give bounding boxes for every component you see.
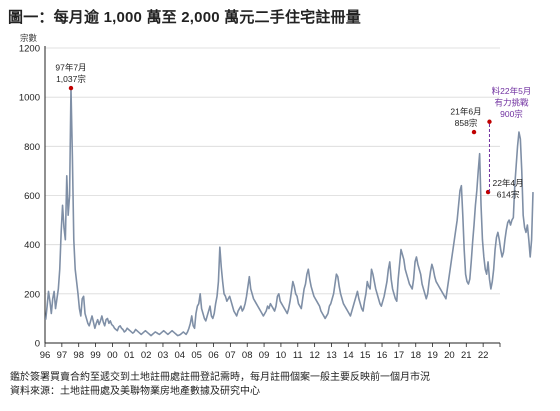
annotation-label: 1,037宗 (56, 74, 86, 84)
x-tick-label: 04 (175, 350, 186, 361)
chart-title: 圖一：每月逾 1,000 萬至 2,000 萬元二手住宅註冊量 (8, 9, 361, 26)
x-tick-label: 17 (394, 350, 405, 361)
y-tick-label: 1200 (19, 44, 40, 55)
series-area (44, 87, 534, 337)
x-tick-label: 19 (427, 350, 438, 361)
x-tick-label: 14 (343, 350, 354, 361)
x-tick-label: 97 (57, 350, 68, 361)
footer-source: 資料來源：土地註冊處及美聯物業房地產數據及研究中心 (10, 386, 260, 397)
footer-note: 鑑於簽署買賣合約至遞交到土地註冊處註冊登記需時，每月註冊個案一般主要反映前一個月… (10, 372, 430, 383)
x-tick-label: 01 (124, 350, 135, 361)
x-tick-label: 20 (444, 350, 455, 361)
x-tick-label: 10 (276, 350, 287, 361)
annotation-label: 900宗 (500, 109, 523, 119)
highlight-point (471, 129, 477, 135)
y-tick-label: 0 (35, 339, 40, 350)
annotation-label: 料22年5月 (492, 86, 532, 96)
annotation-label: 22年4月 (492, 178, 523, 188)
x-tick-label: 09 (259, 350, 270, 361)
x-tick-label: 21 (461, 350, 472, 361)
x-tick-label: 96 (40, 350, 51, 361)
x-tick-label: 12 (309, 350, 320, 361)
x-tick-label: 08 (242, 350, 253, 361)
x-tick-label: 11 (293, 350, 303, 361)
y-tick-label: 400 (24, 240, 40, 251)
annotation-label: 614宗 (497, 190, 520, 200)
x-tick-label: 00 (107, 350, 118, 361)
y-tick-label: 200 (24, 289, 40, 300)
series-line (44, 87, 534, 337)
annotation-label: 97年7月 (55, 63, 86, 73)
x-tick-label: 02 (141, 350, 152, 361)
x-tick-label: 18 (410, 350, 421, 361)
x-tick-label: 07 (225, 350, 236, 361)
x-tick-label: 99 (90, 350, 101, 361)
y-tick-label: 600 (24, 191, 40, 202)
y-tick-label: 1000 (19, 93, 40, 104)
x-tick-label: 03 (158, 350, 169, 361)
x-tick-label: 16 (377, 350, 388, 361)
x-tick-label: 22 (478, 350, 489, 361)
x-tick-label: 15 (360, 350, 371, 361)
x-tick-label: 05 (191, 350, 202, 361)
grid-lines (45, 47, 500, 295)
y-tick-label: 800 (24, 142, 40, 153)
annotation-label: 有力挑戰 (494, 98, 529, 108)
highlight-point (487, 119, 492, 124)
highlight-point (68, 85, 74, 91)
x-tick-label: 06 (208, 350, 219, 361)
x-tick-label: 13 (326, 350, 337, 361)
annotation-label: 21年6月 (450, 107, 481, 117)
axes: 0 200 400 600 800 1000 1200 96 97 98 99 00 01 02 03 04 0… (19, 44, 501, 361)
y-axis-unit-label: 宗數 (20, 33, 38, 43)
annotation-label: 858宗 (455, 118, 478, 128)
x-tick-label: 98 (73, 350, 84, 361)
